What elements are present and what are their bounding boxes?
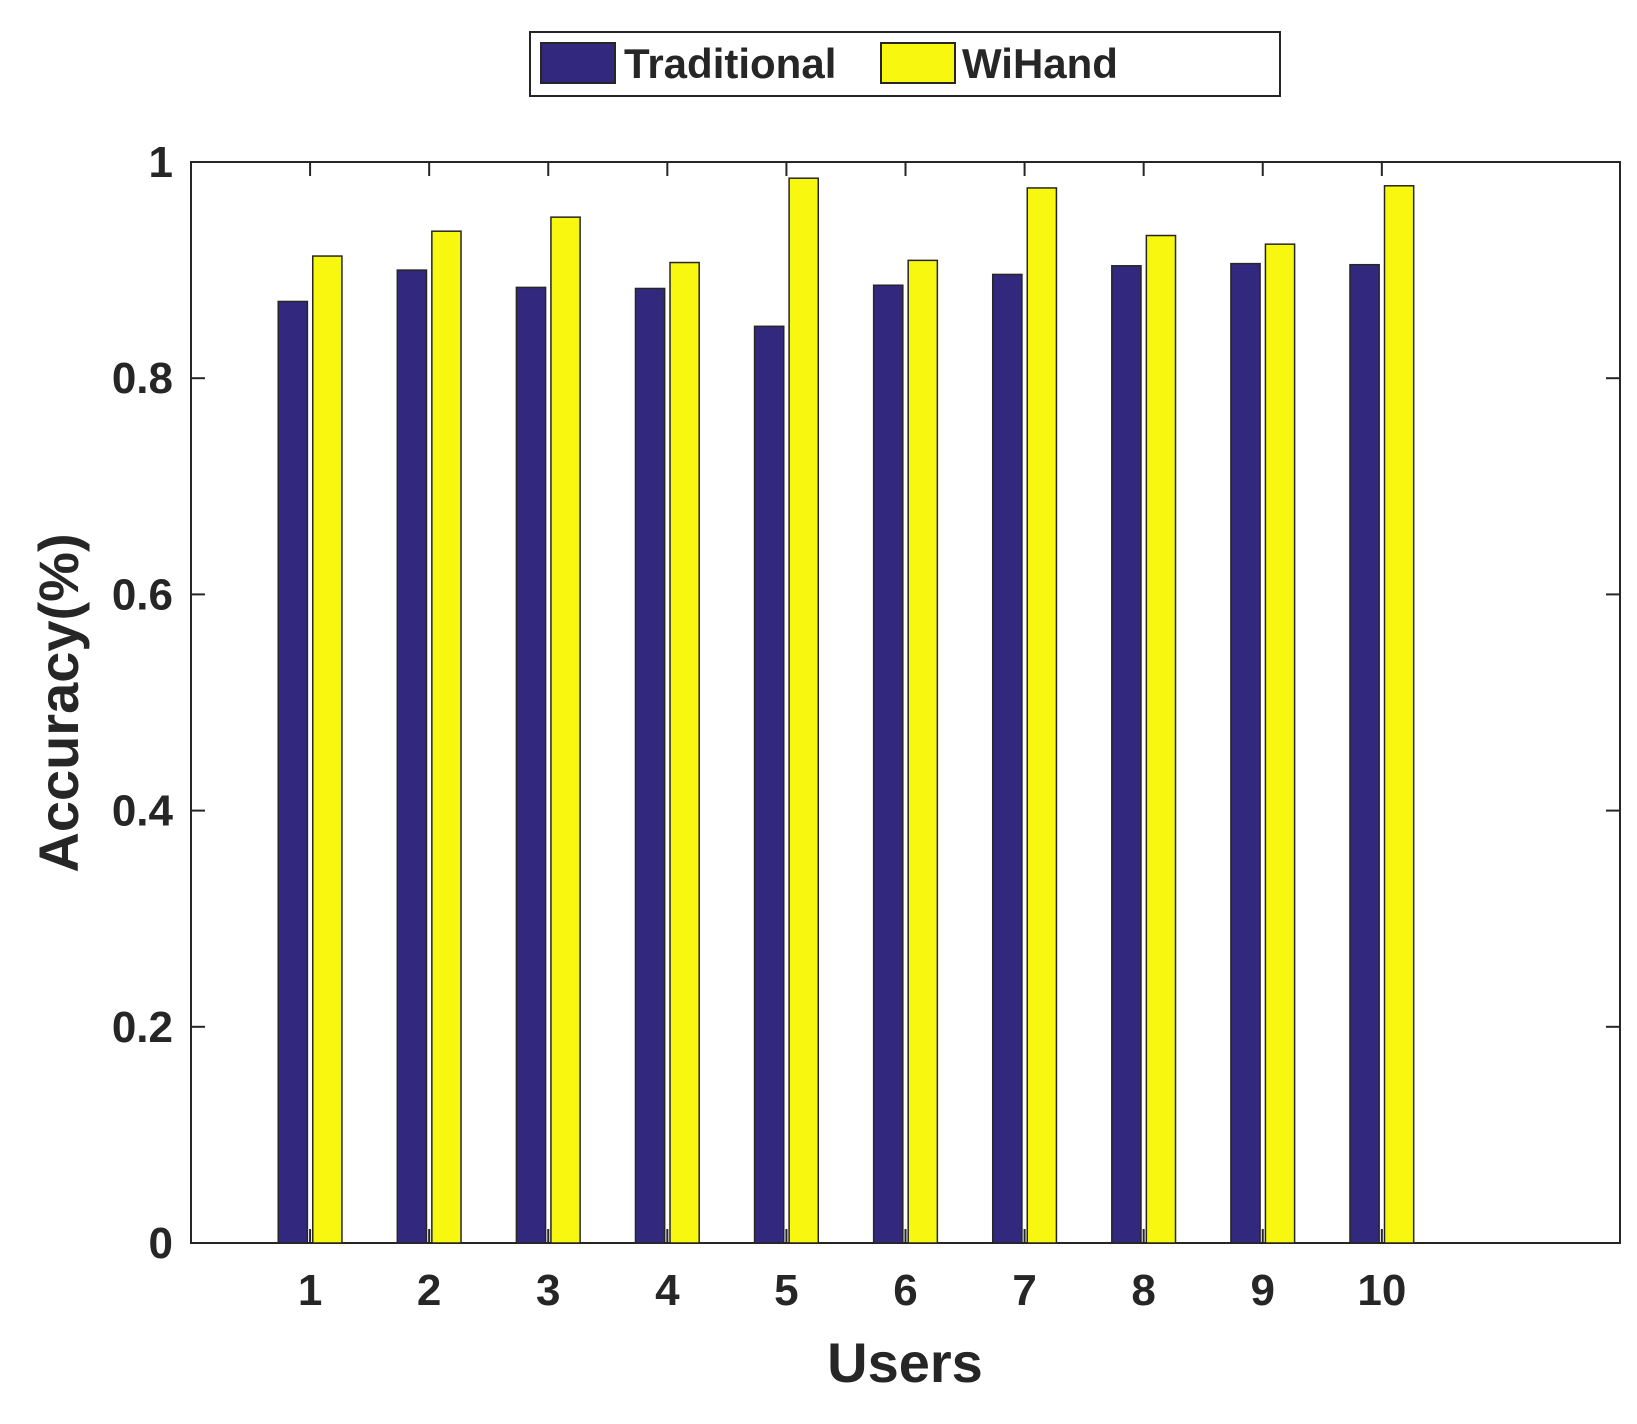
bar-wihand-user-8 [1145,234,1177,1244]
bar-traditional-user-4 [634,287,666,1244]
x-tick-label: 6 [893,1266,917,1315]
bar-wihand-user-10 [1383,185,1415,1244]
y-axis-label: Accuracy(%) [27,533,90,872]
legend-label-wihand: WiHand [962,40,1118,87]
bar-traditional-user-5 [753,325,785,1244]
x-tick-label: 2 [417,1266,441,1315]
y-tick-label: 0.2 [112,1003,173,1052]
bar-traditional-user-7 [991,273,1023,1244]
y-tick-label: 0.6 [112,570,173,619]
legend-label-traditional: Traditional [624,40,836,87]
x-axis: 1 2 3 4 5 6 7 8 9 10 [298,162,1406,1315]
bar-wihand-user-9 [1264,243,1296,1244]
bar-traditional-user-8 [1111,265,1142,1244]
plot-area [190,161,1621,1244]
bar-wihand-user-1 [312,255,343,1244]
x-axis-label: Users [827,1331,983,1394]
x-tick-label: 4 [655,1266,680,1315]
y-tick-label: 1 [149,138,173,187]
bar-wihand-user-6 [907,259,939,1244]
bar-wihand-user-3 [550,216,581,1244]
x-tick-label: 10 [1357,1266,1406,1315]
bars [277,177,1415,1244]
x-tick-label: 7 [1012,1266,1036,1315]
legend: Traditional WiHand [529,31,1281,97]
legend-swatch-wihand [880,42,956,84]
bar-wihand-user-5 [788,177,820,1244]
y-tick-label: 0.8 [112,354,173,403]
x-tick-label: 1 [298,1266,322,1315]
bar-traditional-user-6 [872,284,904,1244]
x-tick-label: 8 [1131,1266,1155,1315]
bar-traditional-user-3 [515,286,547,1244]
legend-swatch-traditional [540,42,616,84]
bar-traditional-user-2 [396,269,428,1244]
bar-traditional-user-10 [1349,263,1380,1244]
x-tick-label: 9 [1251,1266,1275,1315]
bar-wihand-user-4 [669,261,700,1244]
x-tick-label: 3 [536,1266,560,1315]
bar-traditional-user-9 [1230,262,1261,1244]
y-tick-label: 0 [149,1219,173,1268]
bar-wihand-user-7 [1026,187,1058,1244]
x-tick-label: 5 [774,1266,798,1315]
bar-traditional-user-1 [277,300,309,1244]
bar-wihand-user-2 [431,230,462,1244]
y-axis: 0 0.2 0.4 0.6 0.8 1 [112,138,1620,1268]
y-tick-label: 0.4 [112,787,174,836]
